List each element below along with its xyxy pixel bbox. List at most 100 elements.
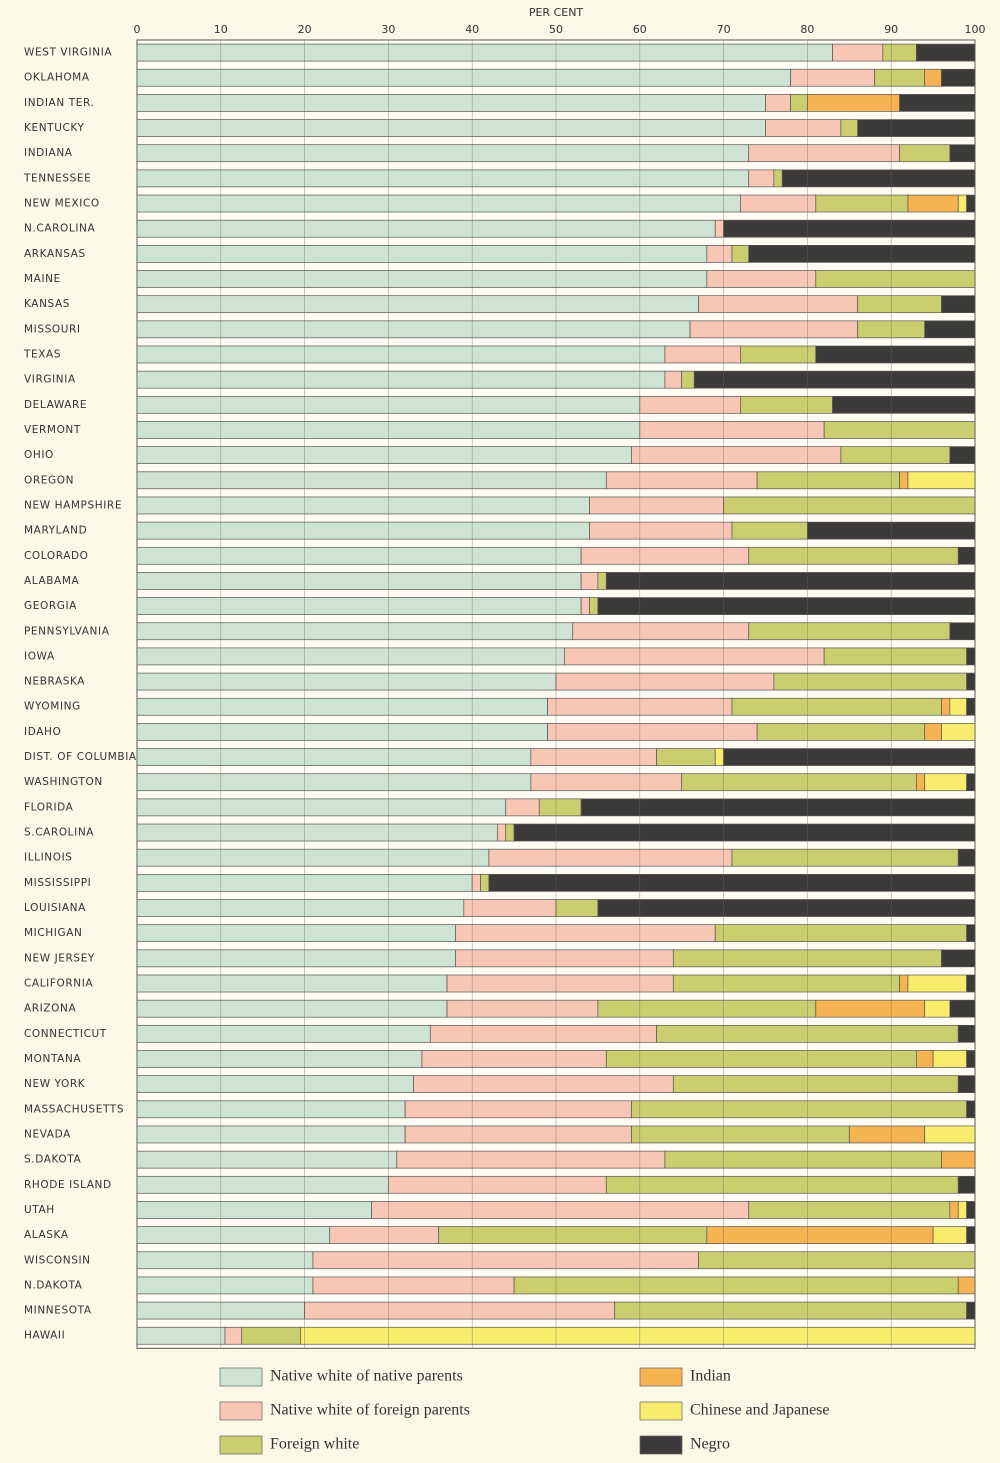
- category-label: NEBRASKA: [24, 676, 85, 688]
- bar-segment: [136, 848, 490, 867]
- bar-segment: [957, 848, 976, 867]
- bar-segment: [957, 1024, 976, 1043]
- bar-segment: [589, 597, 599, 615]
- bar-segment: [672, 1075, 959, 1093]
- x-tick-label: 0: [134, 23, 141, 36]
- bar-segment: [706, 1226, 934, 1244]
- category-label: INDIAN TER.: [24, 97, 94, 109]
- bar-segment: [396, 1150, 666, 1169]
- bar-segment: [924, 999, 951, 1018]
- bar-segment: [857, 119, 976, 137]
- bar-segment: [957, 1075, 976, 1093]
- bar-segment: [957, 194, 967, 213]
- legend-label: Native white of native parents: [270, 1368, 463, 1385]
- bar-segment: [848, 1125, 926, 1144]
- category-label: WYOMING: [24, 701, 81, 713]
- bar-segment: [329, 1226, 440, 1244]
- category-label: CALIFORNIA: [24, 978, 93, 990]
- bar-segment: [924, 773, 967, 792]
- category-label: IOWA: [24, 650, 55, 662]
- bar-segment: [907, 974, 967, 993]
- bar-segment: [698, 295, 859, 314]
- bar-segment: [388, 1175, 607, 1194]
- bar-segment: [765, 119, 842, 137]
- x-tick-label: 80: [800, 23, 814, 36]
- legend-swatch: [639, 1401, 683, 1421]
- category-label: WISCONSIN: [24, 1254, 91, 1266]
- bar-segment: [312, 1251, 699, 1270]
- bar-segment: [748, 169, 775, 188]
- bar-segment: [136, 647, 565, 666]
- bar-segment: [241, 1326, 301, 1345]
- category-label: MONTANA: [24, 1053, 81, 1065]
- category-label: RHODE ISLAND: [24, 1179, 112, 1191]
- bar-segment: [136, 169, 750, 188]
- bar-segment: [530, 748, 657, 766]
- bar-segment: [505, 823, 515, 842]
- x-axis-label: PER CENT: [529, 6, 584, 19]
- category-label: MICHIGAN: [24, 927, 82, 939]
- bar-segment: [597, 899, 976, 917]
- bar-segment: [136, 471, 607, 490]
- legend-label: Foreign white: [270, 1436, 359, 1453]
- legend-label: Negro: [690, 1436, 730, 1453]
- bar-segment: [664, 1150, 942, 1169]
- bar-segment: [555, 672, 775, 691]
- bar-segment: [371, 1201, 750, 1219]
- bar-segment: [136, 823, 498, 842]
- category-label: COLORADO: [24, 550, 89, 562]
- category-label: MARYLAND: [24, 525, 87, 537]
- bar-segment: [815, 194, 909, 213]
- bar-segment: [840, 446, 951, 464]
- bar-segment: [136, 1201, 372, 1219]
- bar-segment: [530, 773, 683, 792]
- bar-segment: [756, 723, 926, 741]
- bar-segment: [455, 949, 674, 968]
- bar-segment: [731, 521, 808, 540]
- bar-segment: [731, 848, 959, 867]
- bar-segment: [706, 270, 817, 288]
- bar-segment: [589, 521, 733, 540]
- bar-segment: [580, 798, 976, 817]
- bar-segment: [723, 219, 976, 238]
- bar-segment: [748, 245, 976, 263]
- x-tick-label: 50: [549, 23, 563, 36]
- bar-segment: [966, 672, 976, 691]
- category-label: VERMONT: [24, 424, 81, 436]
- category-label: N.DAKOTA: [24, 1279, 83, 1291]
- bar-segment: [899, 144, 951, 163]
- bar-segment: [605, 572, 976, 590]
- bar-segment: [949, 622, 976, 641]
- x-tick-label: 90: [884, 23, 898, 36]
- bar-segment: [136, 43, 833, 62]
- bar-segment: [597, 572, 607, 590]
- bar-segment: [136, 1276, 314, 1295]
- bar-segment: [136, 723, 548, 741]
- bar-segment: [966, 1050, 976, 1068]
- bar-segment: [949, 446, 976, 464]
- bar-segment: [924, 68, 942, 87]
- category-label: LOUISIANA: [24, 902, 86, 914]
- bar-segment: [136, 1150, 398, 1169]
- bar-segment: [773, 169, 783, 188]
- bar-segment: [807, 94, 900, 112]
- bar-segment: [748, 1201, 951, 1219]
- x-tick-label: 100: [965, 23, 986, 36]
- bar-segment: [681, 773, 917, 792]
- category-label: DELAWARE: [24, 399, 87, 411]
- category-label: IDAHO: [24, 726, 61, 738]
- category-label: UTAH: [24, 1204, 55, 1216]
- bar-segment: [949, 1201, 959, 1219]
- category-label: MAINE: [24, 273, 61, 285]
- bar-segment: [136, 1175, 389, 1194]
- category-label: HAWAII: [24, 1330, 65, 1342]
- bar-segment: [882, 43, 917, 62]
- bar-segment: [597, 597, 976, 615]
- bar-segment: [136, 345, 666, 364]
- bar-segment: [136, 597, 582, 615]
- category-label: N.CAROLINA: [24, 223, 95, 235]
- bar-segment: [538, 798, 582, 817]
- bar-segment: [740, 194, 817, 213]
- bar-segment: [136, 194, 741, 213]
